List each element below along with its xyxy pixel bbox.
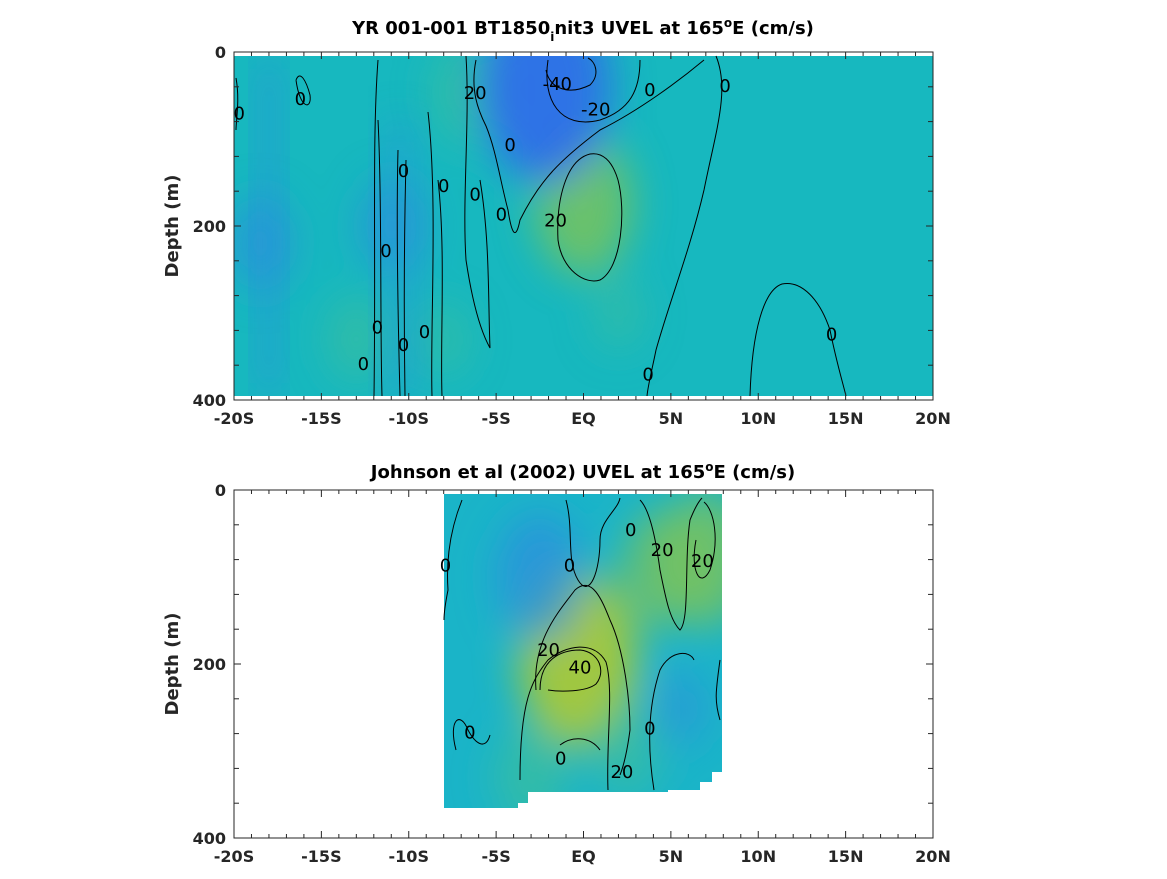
band-west bbox=[256, 56, 282, 396]
model-x-tick-label-7: 15N bbox=[828, 409, 864, 428]
obs-panel: Johnson et al (2002) UVEL at 165oE (cm/s… bbox=[162, 460, 951, 866]
model-contour-label-7: 0 bbox=[504, 135, 515, 156]
model-x-tick-label-0: -20S bbox=[214, 409, 254, 428]
model-contour-label-9: 0 bbox=[438, 176, 449, 197]
obs-heat-cell-4 bbox=[495, 724, 567, 808]
model-x-tick-label-2: -10S bbox=[389, 409, 429, 428]
model-contour-label-17: 0 bbox=[358, 354, 369, 375]
model-contour-label-18: 0 bbox=[642, 365, 653, 386]
model-contour-label-15: 0 bbox=[398, 335, 409, 356]
obs-contour-label-6: 40 bbox=[569, 657, 592, 678]
model-contour-label-0: 0 bbox=[234, 104, 245, 125]
model-contour-label-5: 0 bbox=[644, 80, 655, 101]
obs-x-tick-label-2: -10S bbox=[389, 847, 429, 866]
obs-contour-label-2: 0 bbox=[625, 520, 636, 541]
obs-x-tick-label-7: 15N bbox=[828, 847, 864, 866]
model-y-tick-label-0: 0 bbox=[215, 43, 226, 62]
model-x-tick-label-8: 20N bbox=[915, 409, 951, 428]
model-contour-label-11: 0 bbox=[496, 205, 507, 226]
model-panel: YR 001-001 BT1850init3 UVEL at 165oE (cm… bbox=[162, 16, 951, 428]
model-contours bbox=[235, 55, 847, 397]
model-chart-title: YR 001-001 BT1850init3 UVEL at 165oE (cm… bbox=[351, 16, 814, 44]
obs-contour-label-3: 20 bbox=[651, 540, 674, 561]
obs-x-tick-label-5: 5N bbox=[659, 847, 684, 866]
obs-y-tick-label-1: 200 bbox=[193, 655, 226, 674]
obs-x-tick-label-4: EQ bbox=[571, 847, 596, 866]
obs-x-tick-label-6: 10N bbox=[740, 847, 776, 866]
obs-contour-label-8: 0 bbox=[644, 718, 655, 739]
obs-contour-label-1: 0 bbox=[564, 556, 575, 577]
model-x-tick-label-4: EQ bbox=[571, 409, 596, 428]
model-contour-label-14: 0 bbox=[372, 318, 383, 339]
model-contour-label-6: 0 bbox=[719, 76, 730, 97]
model-contour-label-8: 0 bbox=[398, 161, 409, 182]
obs-contours bbox=[443, 497, 721, 791]
model-contour-label-16: 0 bbox=[419, 322, 430, 343]
model-contour-label-3: -40 bbox=[543, 74, 572, 95]
model-y-tick-label-2: 400 bbox=[193, 391, 226, 410]
obs-heat-cell-5 bbox=[594, 703, 660, 799]
model-x-tick-label-6: 10N bbox=[740, 409, 776, 428]
obs-heat-cell-2 bbox=[621, 509, 703, 628]
obs-heat-cell-3 bbox=[496, 513, 584, 641]
obs-y-tick-label-2: 400 bbox=[193, 829, 226, 848]
model-contour-label-12: 20 bbox=[544, 211, 567, 232]
model-heat-cell-7 bbox=[593, 276, 644, 350]
obs-y-tick-label-0: 0 bbox=[215, 481, 226, 500]
model-y-tick-label-1: 200 bbox=[193, 217, 226, 236]
model-contour-label-10: 0 bbox=[469, 185, 480, 206]
obs-heatmap bbox=[444, 494, 722, 808]
obs-contour-label-4: 20 bbox=[691, 551, 714, 572]
obs-chart-title: Johnson et al (2002) UVEL at 165oE (cm/s… bbox=[369, 460, 796, 483]
model-heatmap bbox=[234, 56, 933, 396]
obs-contour-label-0: 0 bbox=[440, 556, 451, 577]
obs-x-tick-label-3: -5S bbox=[481, 847, 510, 866]
model-contour-label-13: 0 bbox=[380, 241, 391, 262]
model-x-tick-label-1: -15S bbox=[301, 409, 341, 428]
model-contour-label-2: 20 bbox=[464, 83, 487, 104]
band-west-2 bbox=[380, 120, 420, 396]
model-x-tick-label-5: 5N bbox=[659, 409, 684, 428]
obs-contour-label-10: 20 bbox=[610, 762, 633, 783]
obs-x-tick-label-0: -20S bbox=[214, 847, 254, 866]
model-contour-label-19: 0 bbox=[826, 325, 837, 346]
model-heat-cell-2 bbox=[479, 56, 611, 183]
obs-y-axis-label: Depth (m) bbox=[162, 613, 183, 716]
obs-heat-cell-6 bbox=[652, 667, 707, 748]
model-x-tick-label-3: -5S bbox=[481, 409, 510, 428]
model-contour-label-1: 0 bbox=[295, 89, 306, 110]
obs-x-tick-label-8: 20N bbox=[915, 847, 951, 866]
model-contour-label-4: -20 bbox=[581, 99, 610, 120]
model-heat-cell-5 bbox=[327, 295, 386, 383]
obs-contour-label-7: 0 bbox=[464, 723, 475, 744]
obs-x-tick-label-1: -15S bbox=[301, 847, 341, 866]
obs-contour-label-5: 20 bbox=[537, 640, 560, 661]
model-y-axis-label: Depth (m) bbox=[162, 175, 183, 278]
obs-contour-label-9: 0 bbox=[555, 749, 566, 770]
